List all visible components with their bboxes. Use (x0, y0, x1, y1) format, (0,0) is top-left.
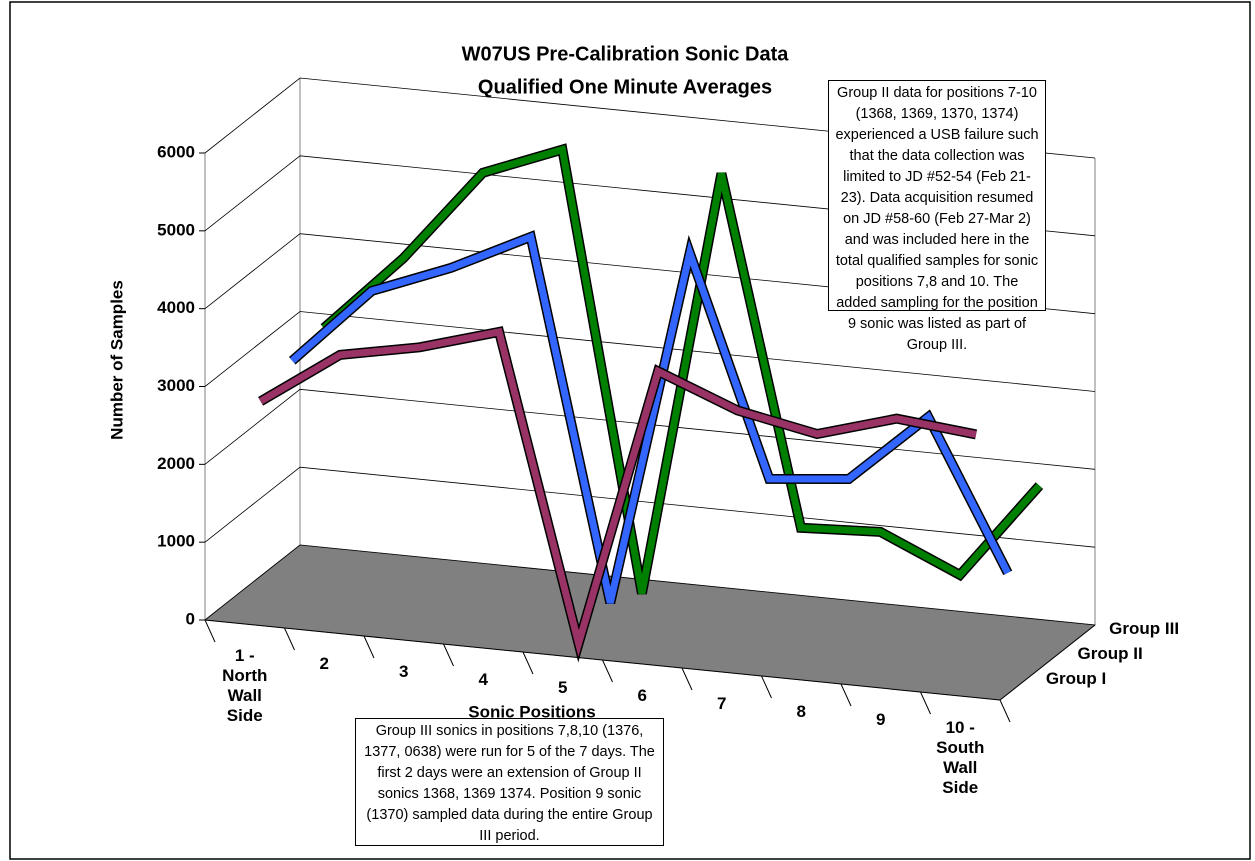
depth-axis (999, 624, 1096, 701)
x-tick-label: 7 (717, 694, 727, 713)
x-tick-label: 6 (637, 686, 647, 705)
grid-line (204, 311, 1096, 392)
legend-label: Group III (1109, 619, 1179, 638)
legend-label: Group I (1046, 669, 1106, 688)
y-tick-label: 6000 (157, 142, 195, 161)
x-tick (522, 651, 534, 675)
x-tick-label: 1 - North Wall Side (222, 646, 268, 725)
grid-line (204, 388, 1096, 470)
grid-line (204, 466, 1096, 548)
chart-subtitle: Qualified One Minute Averages (478, 76, 772, 98)
x-tick (920, 691, 931, 715)
x-tick-label: 8 (796, 702, 806, 721)
annotation: Group II data for positions 7-10 (1368, … (828, 80, 1046, 353)
y-tick-label: 0 (186, 609, 195, 628)
x-tick (284, 627, 295, 651)
x-tick (840, 683, 852, 707)
y-axis-label: Number of Samples (107, 280, 126, 440)
x-tick (602, 659, 613, 683)
x-tick-label: 3 (399, 662, 409, 681)
x-tick (761, 675, 772, 699)
x-tick-label: 2 (319, 654, 329, 673)
x-tick-label: 5 (558, 678, 568, 697)
x-tick (443, 643, 454, 667)
series-line (289, 232, 1011, 604)
y-tick-label: 4000 (157, 298, 195, 317)
annotation: Group III sonics in positions 7,8,10 (13… (355, 718, 664, 846)
y-tick-label: 2000 (157, 454, 195, 473)
series-line (258, 327, 977, 657)
x-tick-label: 9 (876, 710, 886, 729)
x-tick (204, 619, 216, 643)
x-tick-label: 10 - South Wall Side (936, 718, 985, 797)
x-tick-label: 4 (478, 670, 488, 689)
x-axis-label: Sonic Positions (468, 702, 596, 721)
x-axis (204, 619, 1001, 701)
chart-title: W07US Pre-Calibration Sonic Data (462, 43, 790, 65)
y-tick-label: 5000 (157, 220, 195, 239)
y-tick-label: 3000 (157, 376, 195, 395)
x-tick (681, 667, 693, 691)
x-tick (363, 635, 375, 659)
x-tick (999, 699, 1011, 723)
y-tick-label: 1000 (157, 532, 195, 551)
grid-line (204, 544, 1096, 626)
legend-label: Group II (1078, 644, 1143, 663)
